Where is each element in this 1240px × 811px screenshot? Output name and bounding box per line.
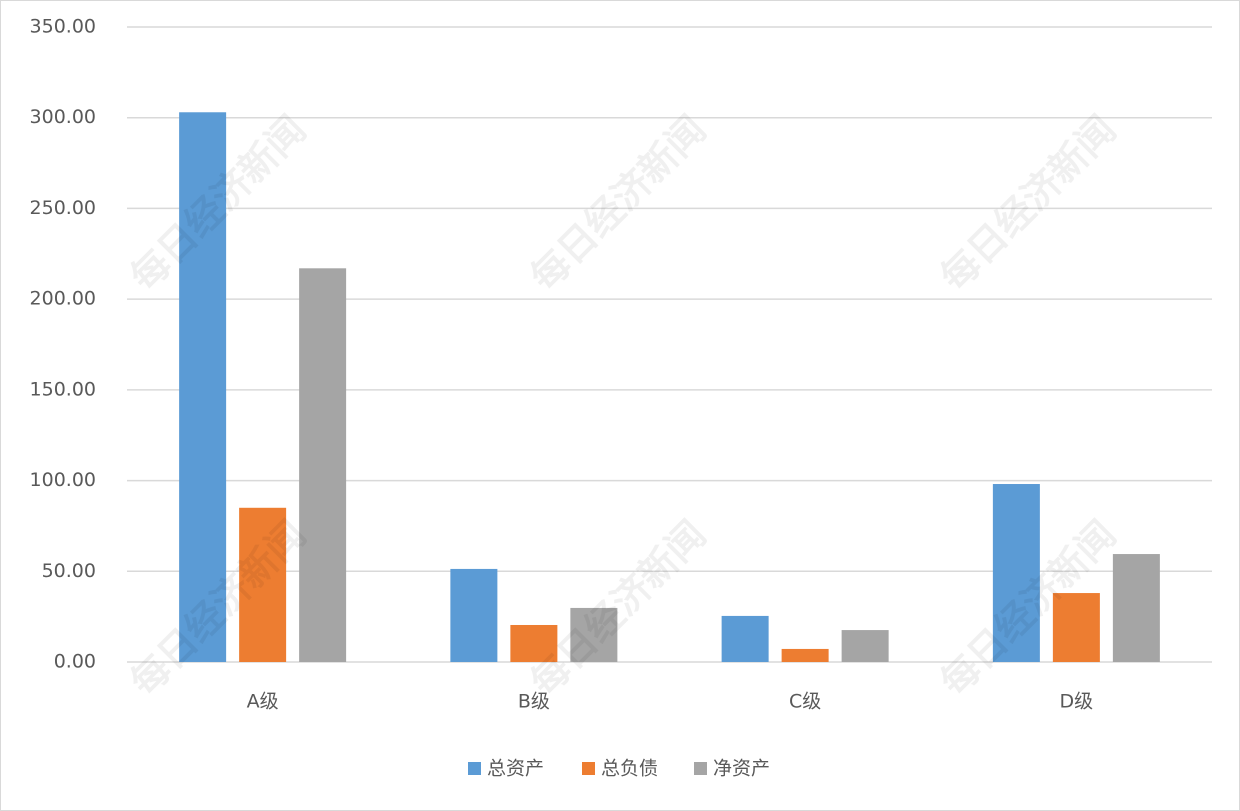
bar [239, 507, 287, 662]
bar [992, 484, 1040, 662]
bar [721, 615, 769, 662]
bar [1052, 593, 1100, 662]
x-tick-label: C级 [789, 691, 821, 713]
x-tick-label: B级 [518, 691, 550, 713]
bar [1112, 554, 1160, 662]
x-tick-label: A级 [247, 691, 279, 713]
bar [299, 268, 347, 662]
y-tick-label: 50.00 [42, 560, 96, 582]
y-tick-label: 0.00 [54, 651, 96, 673]
y-tick-label: 100.00 [30, 469, 96, 491]
y-tick-label: 250.00 [30, 197, 96, 219]
legend-label: 净资产 [713, 758, 770, 780]
y-tick-label: 300.00 [30, 106, 96, 128]
legend-label: 总资产 [487, 758, 544, 780]
y-tick-label: 200.00 [30, 288, 96, 310]
y-tick-label: 350.00 [30, 16, 96, 38]
bar [179, 112, 227, 663]
x-tick-label: D级 [1060, 691, 1094, 713]
bar [570, 607, 618, 662]
bar [450, 568, 498, 662]
bar [781, 648, 829, 662]
y-tick-label: 150.00 [30, 378, 96, 400]
legend-swatch [582, 762, 595, 775]
legend-swatch [468, 762, 481, 775]
bar [841, 630, 889, 662]
legend-swatch [694, 762, 707, 775]
bar [510, 624, 558, 662]
legend-label: 总负债 [601, 758, 658, 780]
